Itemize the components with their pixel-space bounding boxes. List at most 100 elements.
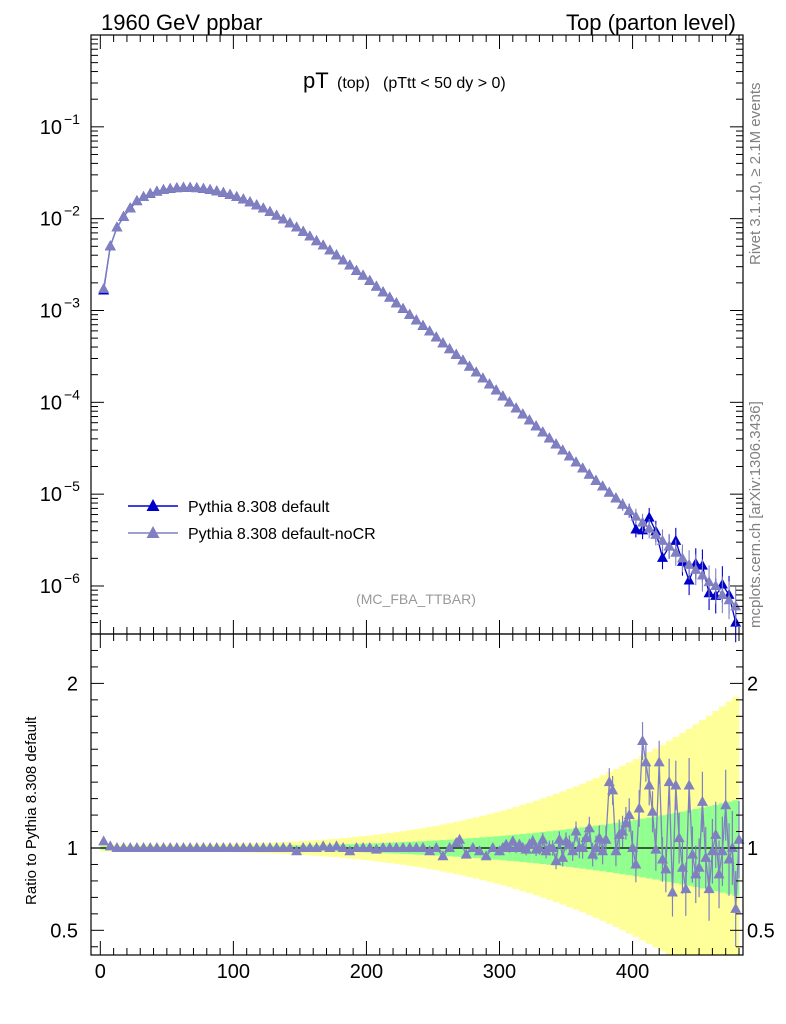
ratio-point-nocr [710, 828, 722, 839]
ratio-point-nocr [437, 850, 449, 861]
ratio-point-nocr [104, 840, 116, 851]
main-point-nocr [716, 588, 728, 599]
main-point-nocr [617, 498, 629, 509]
title-main: pT [303, 68, 329, 93]
ytick-exponent: −3 [64, 294, 80, 310]
header-right: Top (parton level) [566, 10, 736, 35]
main-point-nocr [450, 348, 462, 359]
ytick-exponent: −6 [64, 570, 80, 586]
main-point-nocr [251, 199, 263, 210]
legend-label-nocr: Pythia 8.308 default-noCR [188, 526, 376, 543]
ratio-point-nocr [424, 845, 436, 856]
main-point-nocr [723, 594, 735, 605]
main-point-nocr [370, 280, 382, 291]
ratio-point-nocr [487, 842, 499, 852]
main-point-nocr [244, 196, 256, 207]
xtick-label: 300 [483, 961, 516, 983]
main-point-nocr [656, 534, 668, 545]
main-point-nocr [297, 225, 309, 236]
ratio-point-nocr [557, 851, 569, 862]
main-point-nocr [477, 372, 489, 383]
ratio-point-nocr [666, 886, 678, 897]
main-point-nocr [610, 492, 622, 503]
ratio-point-nocr [693, 861, 705, 872]
main-point-nocr [124, 202, 136, 213]
ratio-point-nocr [647, 805, 659, 816]
ratio-point-nocr [683, 779, 695, 790]
ytick-exponent: −4 [64, 386, 80, 402]
main-point-nocr [670, 546, 682, 557]
title-sub2: (pTtt < 50 dy > 0) [383, 75, 506, 92]
ytick-label: 10 [40, 300, 62, 322]
main-point-nocr [543, 432, 555, 443]
main-point-nocr [730, 600, 742, 611]
ytick-label: 10 [40, 392, 62, 414]
main-point-nocr [271, 209, 283, 220]
analysis-tag: (MC_FBA_TTBAR) [356, 591, 476, 607]
xtick-label: 200 [350, 961, 383, 983]
ratio-point-nocr [726, 842, 738, 852]
main-point-nocr [484, 378, 496, 389]
main-point-nocr [437, 337, 449, 348]
main-point-nocr [563, 450, 575, 461]
legend-label-default: Pythia 8.308 default [188, 499, 330, 516]
main-point-nocr [191, 182, 203, 193]
header-left: 1960 GeV ppbar [101, 10, 262, 35]
ratio-point-nocr [291, 845, 303, 856]
ratio-point-nocr [567, 845, 579, 856]
ytick-exponent: −2 [64, 203, 80, 219]
ratio-point-nocr [653, 756, 665, 767]
main-point-nocr [224, 188, 236, 199]
main-point-nocr [350, 264, 362, 275]
ratio-point-nocr [623, 809, 635, 820]
ytick-label: 10 [40, 117, 62, 139]
main-point-nocr [390, 297, 402, 308]
main-point-default [643, 511, 655, 522]
ratio-point-nocr [663, 776, 675, 787]
main-point-default [683, 574, 695, 585]
ratio-point-nocr [533, 842, 545, 852]
main-point-nocr [637, 516, 649, 527]
main-point-nocr [231, 191, 243, 202]
main-point-nocr [603, 486, 615, 497]
main-point-default [630, 523, 642, 534]
plot-title: pT (top) (pTtt < 50 dy > 0) [303, 68, 506, 93]
ytick-label: 10 [40, 576, 62, 598]
ratio-point-nocr [640, 756, 652, 767]
main-point-nocr [404, 308, 416, 319]
ratio-point-nocr [460, 848, 472, 859]
main-point-nocr [577, 462, 589, 473]
main-point-nocr [357, 269, 369, 280]
ratio-point-nocr [417, 842, 429, 852]
main-point-nocr [291, 221, 303, 232]
ratio-ytick-label-left: 0.5 [50, 920, 78, 942]
ratio-point-nocr [600, 833, 612, 844]
main-point-nocr [324, 244, 336, 255]
ratio-point-nocr [553, 833, 565, 844]
main-point-nocr [676, 552, 688, 563]
ratio-point-nocr [720, 799, 732, 810]
main-point-nocr [623, 504, 635, 515]
ratio-point-nocr [550, 855, 562, 866]
main-point-default [656, 551, 668, 562]
ratio-frame [90, 633, 744, 956]
main-point-nocr [364, 274, 376, 285]
main-point-nocr [503, 396, 515, 407]
main-point-nocr [710, 579, 722, 590]
ratio-ytick-label-left: 2 [67, 673, 78, 695]
main-point-nocr [510, 402, 522, 413]
main-point-nocr [550, 438, 562, 449]
main-point-nocr [197, 182, 209, 193]
ratio-point-nocr [607, 784, 619, 795]
ratio-point-nocr [670, 779, 682, 790]
main-point-nocr [696, 569, 708, 580]
main-point-nocr [417, 319, 429, 330]
main-point-nocr [237, 193, 249, 204]
main-point-nocr [111, 221, 123, 232]
main-point-nocr [530, 420, 542, 431]
ratio-point-nocr [660, 863, 672, 874]
title-sub1: (top) [337, 75, 370, 92]
ratio-point-nocr [317, 840, 329, 851]
xtick-label: 400 [616, 961, 649, 983]
